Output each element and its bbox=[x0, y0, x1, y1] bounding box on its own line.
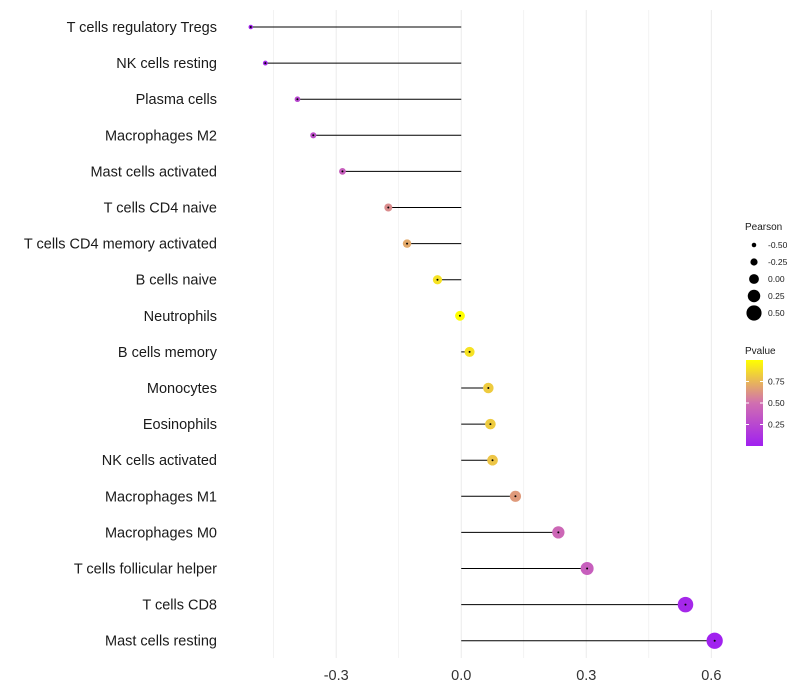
data-point-center bbox=[249, 26, 252, 28]
size-legend-label: -0.50 bbox=[768, 240, 788, 250]
x-tick-label: 0.6 bbox=[701, 668, 721, 684]
size-legend-label: 0.25 bbox=[768, 291, 785, 301]
category-label: T cells CD8 bbox=[142, 598, 217, 614]
data-point-center bbox=[387, 206, 390, 209]
size-legend-label: -0.25 bbox=[768, 257, 788, 267]
size-legend-key bbox=[750, 258, 758, 266]
x-tick-label: 0.0 bbox=[451, 668, 471, 684]
color-legend-label: 0.75 bbox=[768, 377, 785, 387]
x-axis: -0.3 0.0 0.3 0.6 bbox=[324, 668, 722, 684]
data-point-center bbox=[341, 170, 344, 173]
color-legend-label: 0.50 bbox=[768, 398, 785, 408]
data-point-center bbox=[713, 639, 716, 642]
color-legend-title: Pvalue bbox=[745, 346, 776, 357]
data-point-center bbox=[406, 242, 409, 245]
x-tick-label: 0.3 bbox=[576, 668, 596, 684]
data-point-center bbox=[487, 387, 490, 389]
color-legend-bar bbox=[746, 360, 763, 446]
size-legend-label: 0.50 bbox=[768, 308, 785, 318]
category-label: Macrophages M2 bbox=[105, 128, 217, 144]
size-legend-key bbox=[747, 289, 761, 303]
color-legend-label: 0.25 bbox=[768, 420, 785, 430]
data-point-center bbox=[264, 62, 267, 65]
category-label: Monocytes bbox=[147, 381, 217, 397]
data-point-center bbox=[514, 495, 517, 498]
data-point-center bbox=[557, 531, 560, 534]
category-label: T cells CD4 memory activated bbox=[24, 237, 217, 253]
data-point-center bbox=[489, 423, 492, 426]
category-label: Mast cells activated bbox=[90, 164, 217, 180]
size-legend-title: Pearson bbox=[745, 222, 782, 233]
x-tick-label: -0.3 bbox=[324, 668, 349, 684]
size-legend-key bbox=[746, 305, 762, 321]
category-label: T cells CD4 naive bbox=[104, 201, 217, 217]
data-point-center bbox=[436, 278, 439, 281]
size-legend-label: 0.00 bbox=[768, 274, 785, 284]
segments-layer bbox=[250, 26, 715, 642]
data-point-center bbox=[586, 567, 589, 570]
data-point-center bbox=[684, 603, 687, 606]
category-axis: T cells regulatory Tregs NK cells resting… bbox=[24, 20, 218, 650]
data-point-center bbox=[468, 350, 471, 353]
category-label: B cells naive bbox=[136, 273, 217, 289]
category-label: T cells follicular helper bbox=[74, 562, 217, 578]
points-layer bbox=[248, 24, 723, 649]
category-label: B cells memory bbox=[118, 345, 218, 361]
grid-layer bbox=[273, 10, 712, 658]
data-point-center bbox=[312, 134, 315, 137]
category-label: Mast cells resting bbox=[105, 634, 217, 650]
size-legend: Pearson -0.50 -0.25 0.00 0.25 0.50 bbox=[745, 222, 788, 321]
color-legend: Pvalue 0.75 0.50 0.25 bbox=[745, 346, 785, 446]
category-label: Macrophages M1 bbox=[105, 489, 217, 505]
size-legend-key bbox=[751, 242, 757, 248]
category-label: Neutrophils bbox=[144, 309, 217, 325]
data-point-center bbox=[491, 459, 494, 462]
category-label: NK cells resting bbox=[116, 56, 217, 72]
category-label: Plasma cells bbox=[136, 92, 217, 108]
size-legend-key bbox=[749, 274, 759, 284]
category-label: Macrophages M0 bbox=[105, 525, 217, 541]
data-point-center bbox=[296, 98, 299, 101]
category-label: Eosinophils bbox=[143, 417, 217, 433]
category-label: NK cells activated bbox=[102, 453, 217, 469]
data-point-center bbox=[458, 314, 461, 317]
category-label: T cells regulatory Tregs bbox=[67, 20, 217, 36]
